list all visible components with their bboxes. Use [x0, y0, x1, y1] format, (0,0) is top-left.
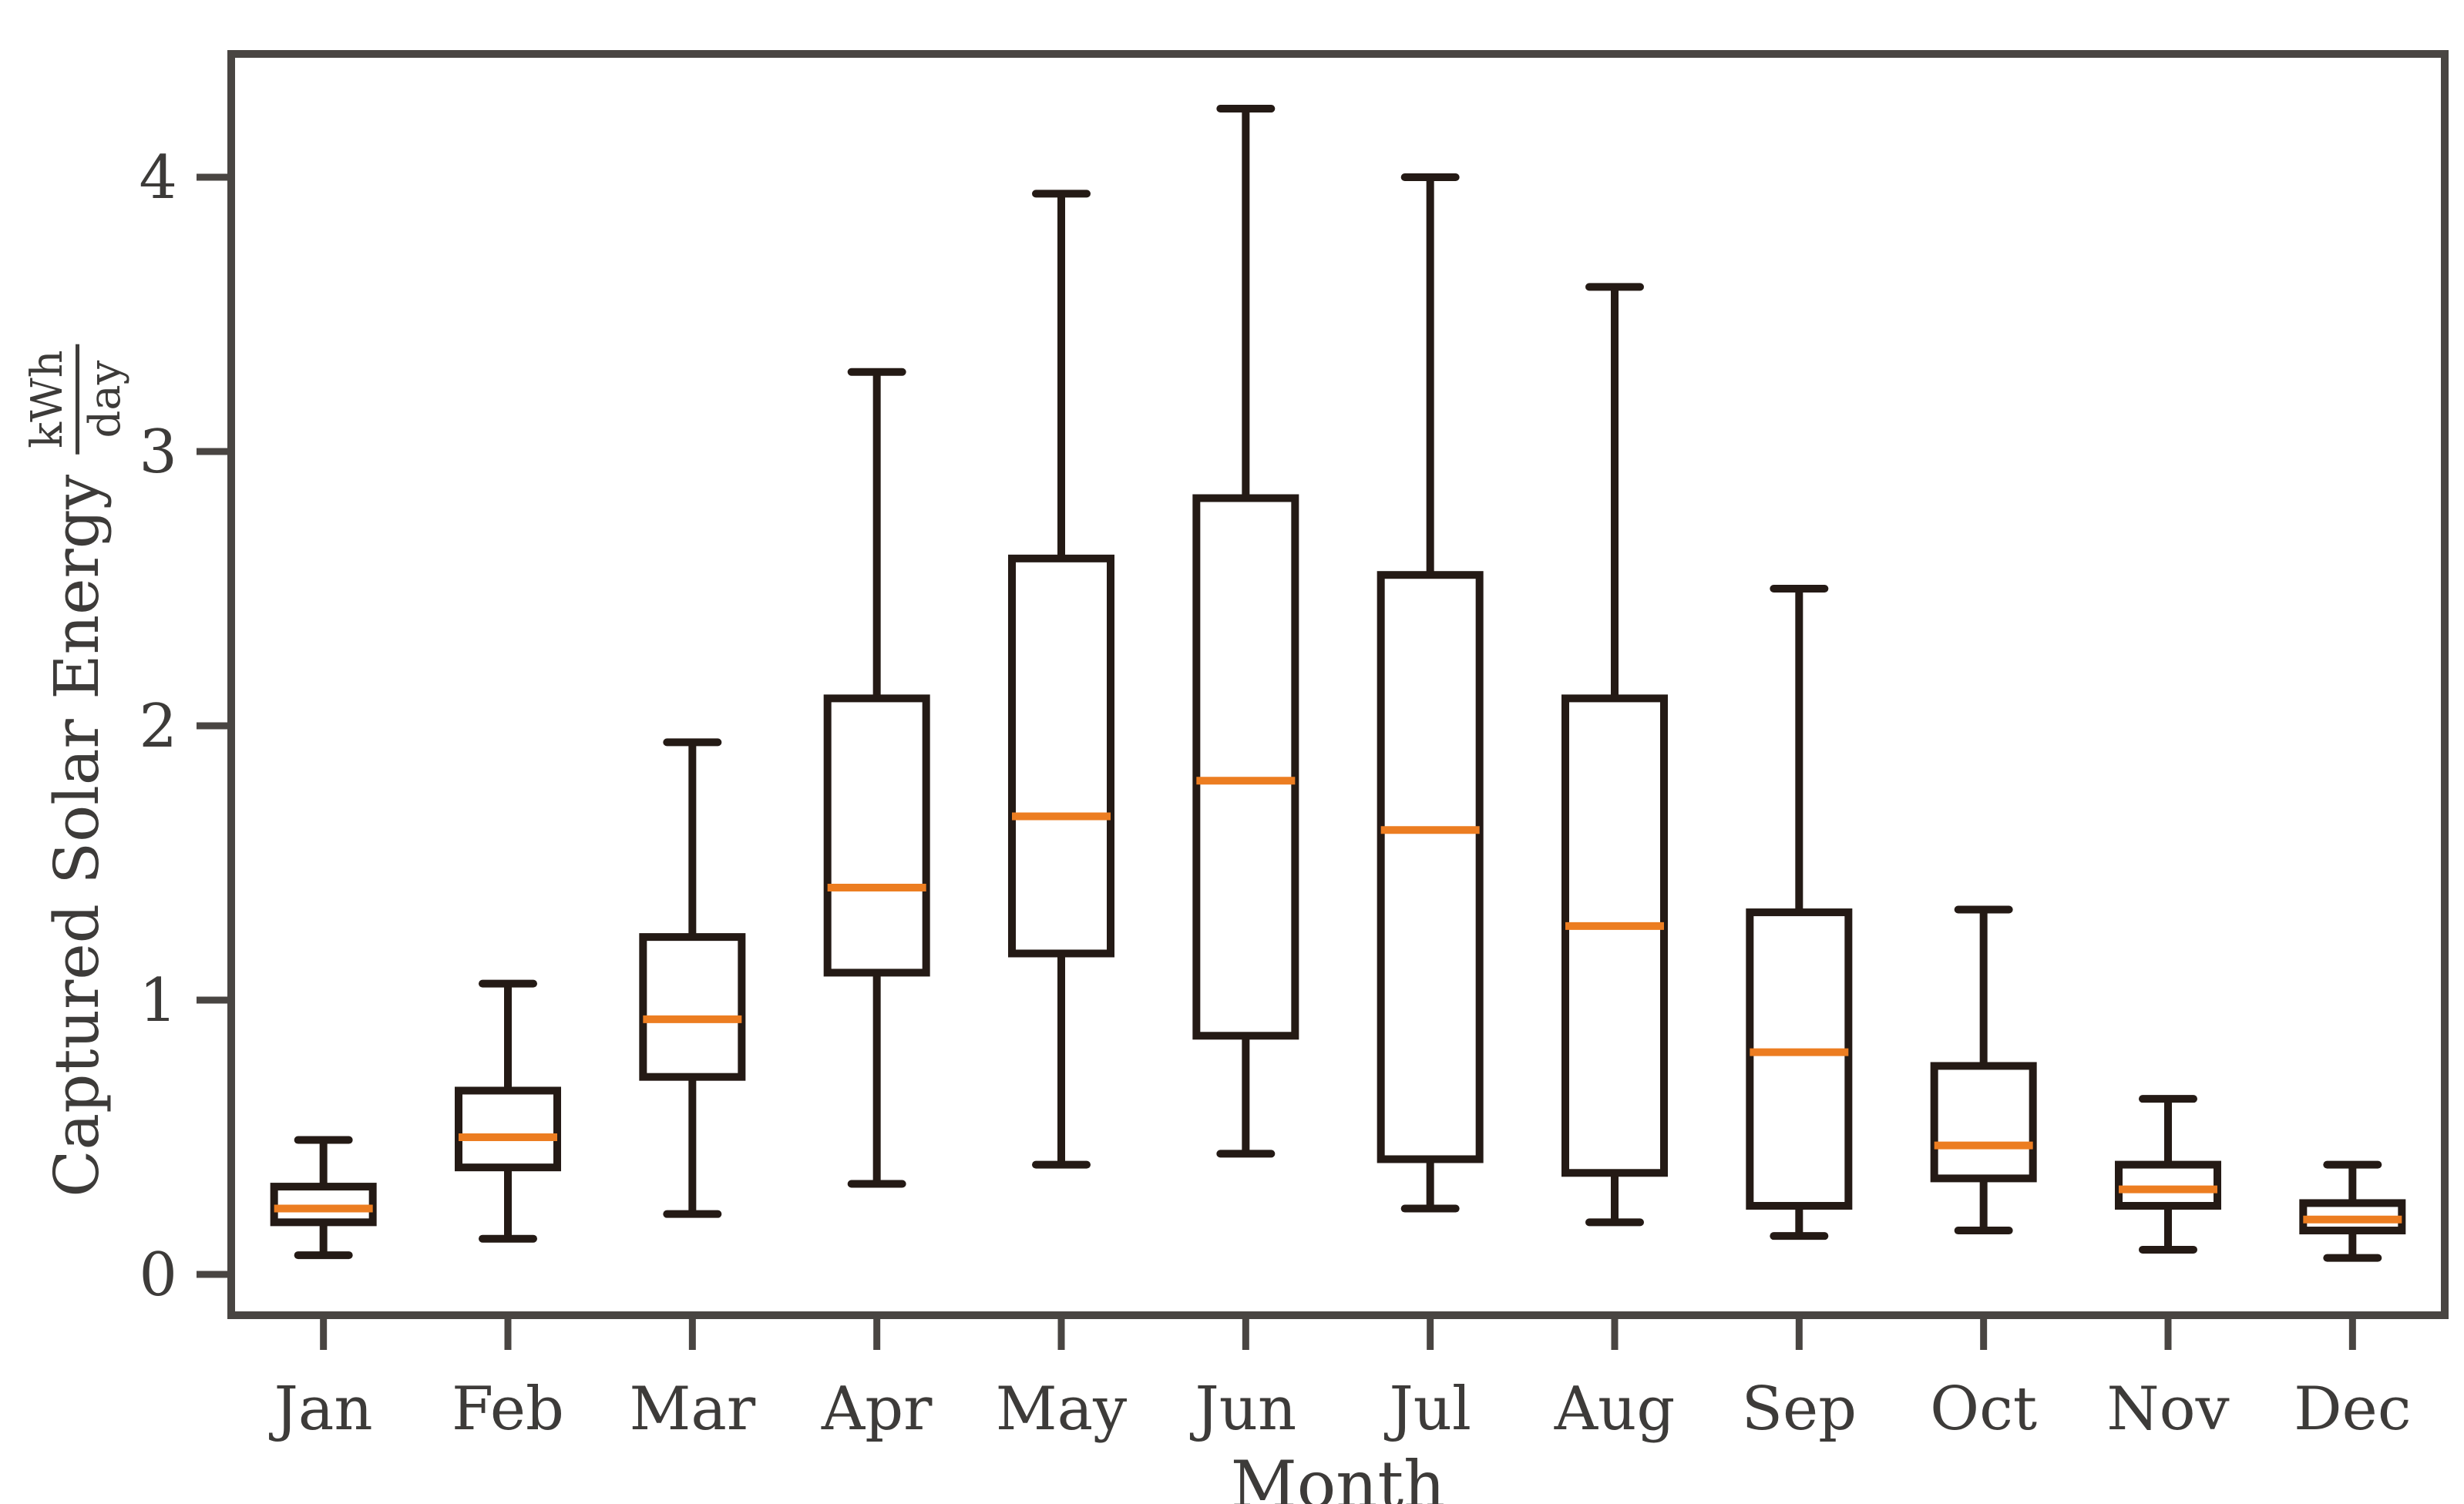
iqr-box: [455, 1086, 561, 1172]
iqr-box: [639, 933, 746, 1081]
boxplot-jun: [1192, 105, 1299, 1158]
iqr-box: [270, 1183, 377, 1227]
iqr-box: [1930, 1062, 2037, 1183]
x-axis-label: Month: [1230, 1447, 1446, 1504]
boxplot-feb: [455, 979, 561, 1243]
x-axis: Jan Feb Mar Apr May Jun Jul Aug Sep Oct Nov Dec: [269, 1315, 2412, 1444]
boxplot-mar: [639, 738, 746, 1218]
y-tick-label: 4: [139, 143, 177, 213]
boxplot-aug: [1561, 283, 1668, 1227]
y-tick-label: 2: [139, 692, 177, 761]
boxplot-oct: [1930, 905, 2037, 1235]
x-tick-label: Mar: [630, 1375, 756, 1444]
boxplot-apr: [823, 368, 930, 1188]
x-tick-label: Oct: [1930, 1375, 2037, 1444]
x-tick-label: May: [996, 1375, 1127, 1444]
x-tick-label: Aug: [1554, 1375, 1676, 1444]
x-tick-label: Dec: [2294, 1375, 2411, 1444]
x-tick-label: Jul: [1383, 1375, 1471, 1444]
boxplot-sep: [1746, 585, 1853, 1240]
x-tick-label: Jan: [269, 1375, 373, 1444]
y-tick-label: 0: [139, 1240, 177, 1310]
iqr-box: [823, 694, 930, 977]
boxplot-jul: [1377, 173, 1484, 1213]
boxplot-may: [1008, 190, 1114, 1169]
x-tick-label: Jun: [1189, 1375, 1296, 1444]
iqr-box: [2115, 1160, 2221, 1210]
x-tick-label: Apr: [821, 1375, 933, 1444]
plot-frame: [227, 50, 2449, 1319]
iqr-box: [1008, 554, 1114, 958]
y-tick-label: 3: [139, 418, 177, 487]
y-axis-unit-numerator: kWh: [22, 344, 80, 455]
boxplot-dec: [2299, 1160, 2406, 1262]
boxplot-nov: [2115, 1095, 2221, 1254]
y-axis-label: Captured Solar Energy kWh day: [22, 344, 131, 1197]
y-tick-label: 1: [139, 966, 177, 1036]
y-axis: 0 1 2 3 4: [139, 143, 231, 1310]
iqr-box: [1561, 694, 1668, 1177]
iqr-box: [1192, 494, 1299, 1040]
x-tick-label: Sep: [1742, 1375, 1857, 1444]
iqr-box: [1746, 908, 1853, 1210]
iqr-box: [1377, 571, 1484, 1163]
x-tick-label: Feb: [452, 1375, 564, 1444]
y-axis-label-text: Captured Solar Energy: [41, 474, 113, 1197]
y-axis-unit-fraction: kWh day: [22, 344, 131, 455]
y-axis-unit-denominator: day: [80, 360, 131, 438]
x-tick-label: Nov: [2106, 1375, 2229, 1444]
boxplot-jan: [270, 1136, 377, 1260]
